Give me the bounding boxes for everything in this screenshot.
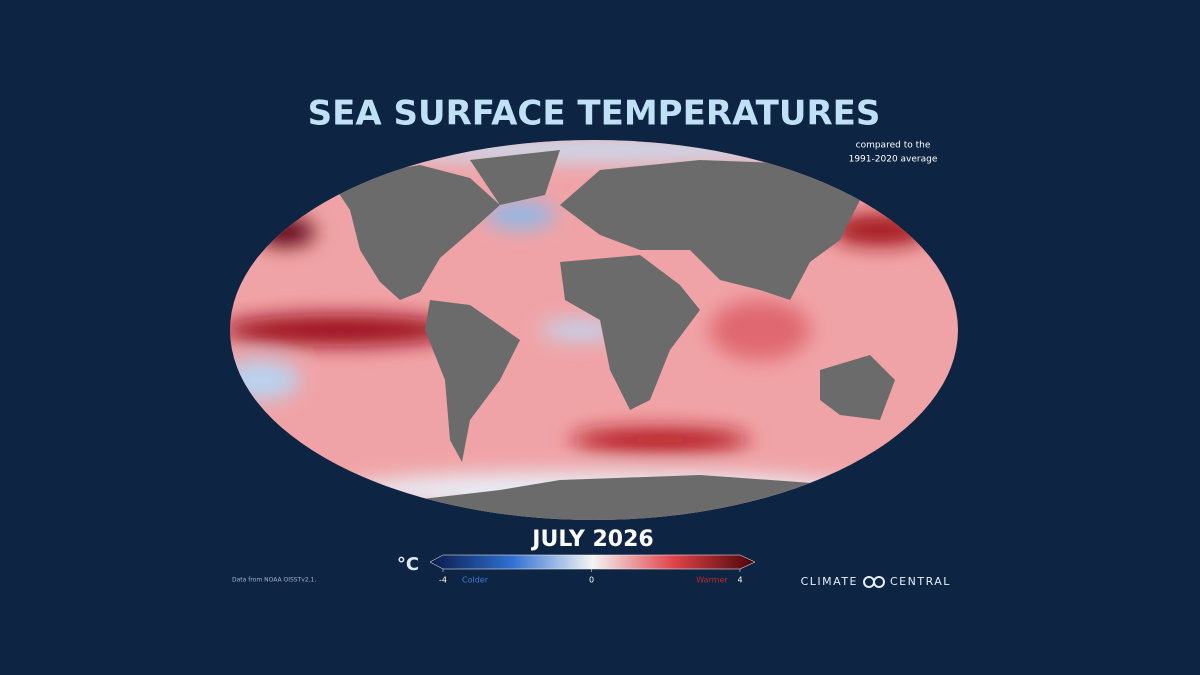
source: Data from NOAA OISSTv2.1. xyxy=(232,577,316,584)
subtitle-line: 1991-2020 average xyxy=(849,155,938,165)
logo-text: CENTRAL xyxy=(890,575,951,588)
tick-label: 4 xyxy=(737,576,742,585)
date: JULY 2026 xyxy=(530,527,653,552)
warmer-label: Warmer xyxy=(696,576,728,585)
subtitle-line: compared to the xyxy=(856,141,931,151)
tick-label: 0 xyxy=(589,576,594,585)
title: SEA SURFACE TEMPERATURES xyxy=(308,94,881,134)
colorbar xyxy=(429,554,756,570)
colorbar-ticks: -4 0 4 xyxy=(439,569,743,585)
logo-text: CLIMATE xyxy=(801,575,858,588)
colder-label: Colder xyxy=(462,576,489,585)
map xyxy=(230,140,958,520)
unit: °C xyxy=(397,554,419,575)
logo-icon xyxy=(873,576,885,588)
logo: CLIMATE CENTRAL xyxy=(801,575,951,588)
tick-label: -4 xyxy=(439,576,447,585)
